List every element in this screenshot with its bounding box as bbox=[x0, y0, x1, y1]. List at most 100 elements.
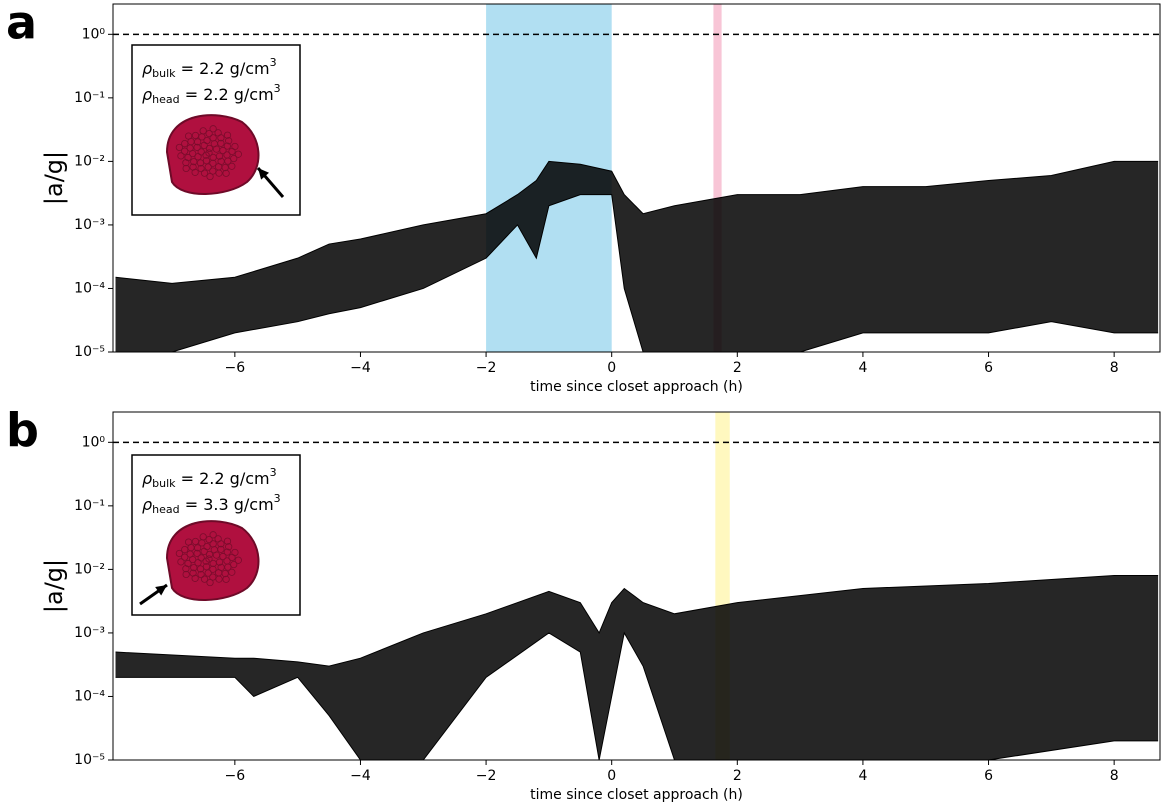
asteroid-grain bbox=[209, 540, 217, 548]
asteroid-grain bbox=[177, 152, 185, 160]
asteroid-grain bbox=[200, 169, 209, 177]
symbol: ρ bbox=[142, 85, 152, 104]
asteroid-grain bbox=[205, 550, 214, 559]
asteroid-grain bbox=[190, 564, 198, 572]
text: = 2.2 g/cm bbox=[180, 85, 274, 104]
asteroid-grain bbox=[199, 127, 207, 135]
y-tick-label: 10⁰ bbox=[82, 26, 106, 42]
asteroid-grain bbox=[225, 543, 233, 551]
asteroid-grain bbox=[182, 159, 190, 167]
x-tick-label: −2 bbox=[476, 768, 497, 784]
asteroid-grain bbox=[206, 578, 214, 587]
x-tick-label: 6 bbox=[984, 360, 993, 376]
x-tick-label: −4 bbox=[350, 360, 371, 376]
asteroid-grain bbox=[203, 136, 211, 145]
asteroid-grain bbox=[231, 142, 239, 151]
symbol: ρ bbox=[142, 469, 152, 488]
asteroid-grain bbox=[202, 151, 210, 159]
asteroid-grain bbox=[217, 545, 225, 553]
asteroid-grain bbox=[181, 147, 189, 155]
asteroid-grain bbox=[221, 569, 229, 578]
asteroid-grain bbox=[223, 548, 231, 556]
superscript: 3 bbox=[270, 56, 277, 69]
asteroid-grain bbox=[175, 143, 183, 152]
asteroid-grain bbox=[194, 153, 202, 161]
symbol: ρ bbox=[142, 59, 152, 78]
asteroid-grain bbox=[184, 153, 192, 162]
asteroid-grain bbox=[190, 158, 198, 166]
inset-text: ρbulk = 2.2 g/cm3 bbox=[142, 56, 277, 80]
x-tick-label: −6 bbox=[225, 768, 246, 784]
asteroid-grain bbox=[206, 172, 214, 181]
asteroid-grain bbox=[209, 531, 217, 539]
signal-band bbox=[115, 161, 1159, 352]
asteroid-grain bbox=[223, 131, 232, 139]
asteroid-grain bbox=[193, 549, 201, 557]
asteroid-grain bbox=[177, 558, 185, 566]
x-tick-label: 0 bbox=[607, 360, 616, 376]
subscript: head bbox=[152, 93, 179, 106]
y-tick-label: 10⁻³ bbox=[74, 625, 105, 641]
inset-text: ρhead = 3.3 g/cm3 bbox=[142, 492, 281, 516]
x-tick-label: 0 bbox=[607, 768, 616, 784]
asteroid-grain bbox=[189, 569, 197, 577]
asteroid-grain bbox=[221, 163, 229, 172]
asteroid-grain bbox=[228, 568, 236, 576]
asteroid-grain bbox=[191, 131, 200, 140]
asteroid-grain bbox=[223, 142, 231, 150]
y-tick-label: 10⁻¹ bbox=[74, 90, 105, 106]
signal-band bbox=[115, 575, 1159, 760]
asteroid-grain bbox=[209, 125, 217, 133]
inset-text: ρbulk = 2.2 g/cm3 bbox=[142, 466, 277, 490]
plot-frame bbox=[112, 3, 1161, 353]
asteroid-grain bbox=[191, 574, 199, 582]
y-tick-label: 10⁻² bbox=[74, 561, 105, 577]
asteroid-grain bbox=[184, 132, 193, 140]
x-axis-label: time since closet approach (h) bbox=[530, 379, 743, 395]
asteroid-grain bbox=[234, 556, 242, 564]
x-tick-label: 6 bbox=[984, 768, 993, 784]
asteroid-grain bbox=[182, 565, 190, 573]
asteroid-grain bbox=[222, 169, 230, 177]
y-tick-label: 10⁻⁵ bbox=[74, 752, 105, 768]
asteroid-grain bbox=[181, 545, 189, 554]
asteroid-grain bbox=[215, 169, 223, 177]
asteroid-grain bbox=[219, 552, 227, 561]
asteroid-grain bbox=[189, 163, 197, 171]
asteroid-grain bbox=[224, 563, 232, 571]
plot-frame bbox=[112, 411, 1161, 761]
asteroid-grain bbox=[214, 535, 222, 543]
x-tick-label: 2 bbox=[733, 768, 742, 784]
text: = 2.2 g/cm bbox=[176, 469, 270, 488]
asteroid-grain bbox=[199, 533, 207, 541]
superscript: 3 bbox=[274, 82, 281, 95]
subscript: bulk bbox=[152, 67, 176, 80]
x-tick-label: −6 bbox=[225, 360, 246, 376]
asteroid-grain bbox=[196, 159, 205, 167]
panel-label: a bbox=[6, 0, 37, 50]
text: = 2.2 g/cm bbox=[176, 59, 270, 78]
asteroid-grain bbox=[225, 137, 233, 145]
arrow-head bbox=[155, 585, 167, 596]
asteroid-grain bbox=[209, 565, 217, 573]
asteroid-grain bbox=[205, 144, 214, 153]
asteroid-grain bbox=[223, 537, 232, 545]
asteroid-grain bbox=[217, 139, 225, 147]
x-tick-label: 4 bbox=[858, 768, 867, 784]
asteroid-grain bbox=[231, 548, 239, 557]
asteroid-grain bbox=[184, 559, 192, 568]
asteroid-grain bbox=[234, 150, 242, 158]
superscript: 3 bbox=[270, 466, 277, 479]
asteroid-grain bbox=[182, 570, 190, 579]
asteroid-grain bbox=[215, 575, 223, 583]
asteroid-grain bbox=[193, 143, 201, 151]
asteroid-grain bbox=[181, 553, 189, 561]
y-tick-label: 10⁰ bbox=[82, 434, 106, 450]
asteroid-grain bbox=[197, 570, 205, 579]
x-tick-label: 2 bbox=[733, 360, 742, 376]
superscript: 3 bbox=[274, 492, 281, 505]
asteroid-grain bbox=[196, 565, 205, 573]
asteroid-grain bbox=[197, 164, 205, 173]
asteroid-grain bbox=[194, 559, 202, 567]
